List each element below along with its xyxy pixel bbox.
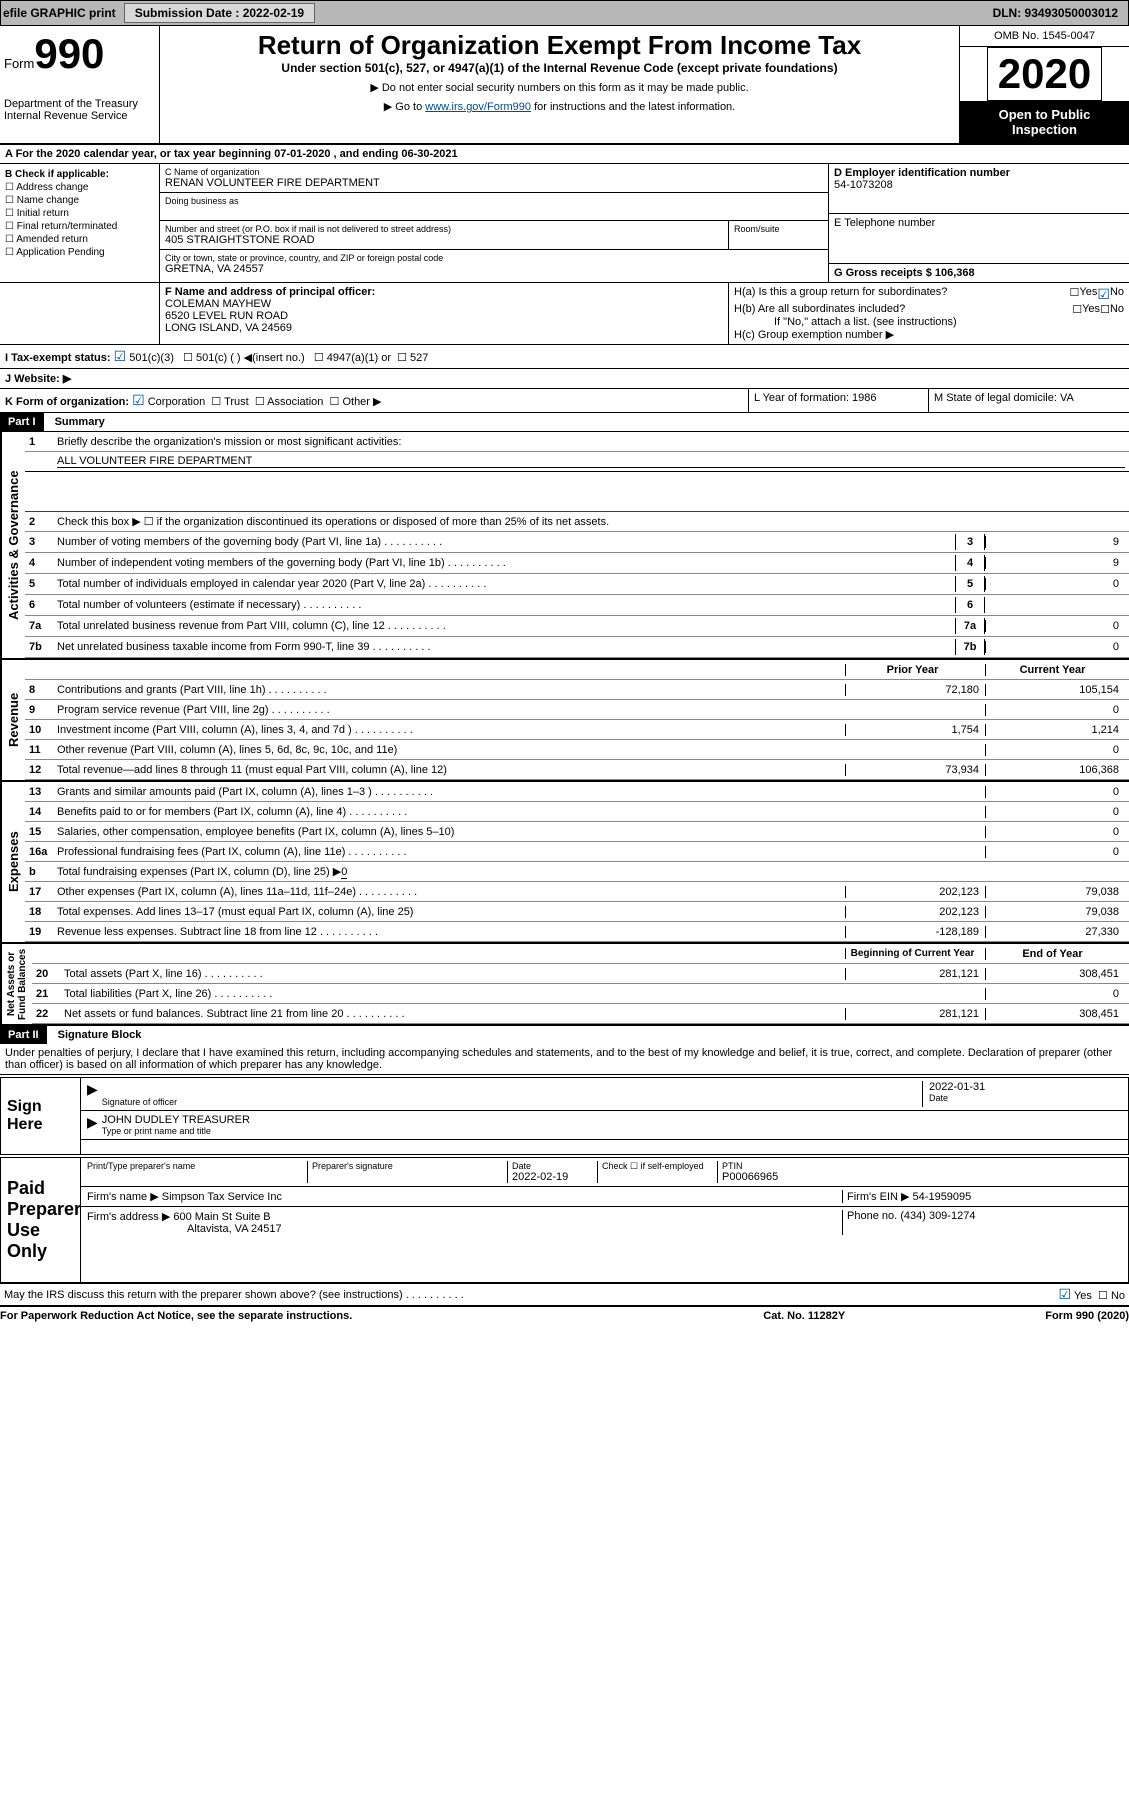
ein-value: 54-1073208 [834, 179, 1124, 191]
rev-8-prior: 72,180 [845, 684, 985, 696]
footer: For Paperwork Reduction Act Notice, see … [0, 1307, 1129, 1325]
check-pending[interactable]: ☐ Application Pending [5, 247, 154, 258]
part2-header: Part II Signature Block [0, 1026, 1129, 1044]
submission-date-button[interactable]: Submission Date : 2022-02-19 [124, 3, 315, 23]
officer-name: COLEMAN MAYHEW [165, 298, 723, 310]
check-final[interactable]: ☐ Final return/terminated [5, 221, 154, 232]
period-line: A For the 2020 calendar year, or tax yea… [0, 145, 1129, 164]
phone-label: E Telephone number [834, 217, 1124, 229]
header-left: Form990 Department of the Treasury Inter… [0, 26, 160, 143]
netassets-block: Net Assets orFund Balances Beginning of … [0, 944, 1129, 1026]
sign-date: 2022-01-31 [929, 1081, 1122, 1093]
check-501c3[interactable]: ☑ [114, 348, 127, 364]
form-subtitle: Under section 501(c), 527, or 4947(a)(1)… [164, 61, 955, 75]
check-corp[interactable]: ☑ [132, 392, 145, 408]
form-title: Return of Organization Exempt From Incom… [164, 30, 955, 61]
ptin-value: P00066965 [722, 1171, 1122, 1183]
expenses-block: Expenses 13Grants and similar amounts pa… [0, 782, 1129, 944]
discuss-line: May the IRS discuss this return with the… [0, 1283, 1129, 1307]
room-label: Room/suite [734, 224, 823, 234]
check-address[interactable]: ☐ Address change [5, 182, 154, 193]
val-7a: 0 [985, 620, 1125, 632]
form-header: Form990 Department of the Treasury Inter… [0, 26, 1129, 145]
section-j: J Website: ▶ [0, 369, 1129, 389]
side-revenue: Revenue [0, 660, 25, 780]
val-7b: 0 [985, 641, 1125, 653]
officer-signature-name: JOHN DUDLEY TREASURER [102, 1114, 1122, 1126]
top-bar: efile GRAPHIC print Submission Date : 20… [0, 0, 1129, 26]
gross-receipts: G Gross receipts $ 106,368 [834, 267, 1124, 279]
officer-addr1: 6520 LEVEL RUN ROAD [165, 310, 723, 322]
arrow-icon: ▶ [87, 1081, 98, 1107]
check-initial[interactable]: ☐ Initial return [5, 208, 154, 219]
part1-header: Part I Summary [0, 413, 1129, 432]
section-bcdefg: B Check if applicable: ☐ Address change … [0, 164, 1129, 283]
activities-governance-block: Activities & Governance 1Briefly describ… [0, 432, 1129, 660]
signature-declaration: Under penalties of perjury, I declare th… [0, 1044, 1129, 1075]
officer-addr2: LONG ISLAND, VA 24569 [165, 322, 723, 334]
ein-label: D Employer identification number [834, 167, 1124, 179]
form-number: Form990 [4, 30, 155, 78]
note-2: ▶ Go to www.irs.gov/Form990 for instruct… [164, 100, 955, 113]
inspection-label: Open to Public Inspection [960, 101, 1129, 143]
section-klm: K Form of organization: ☑ Corporation ☐ … [0, 389, 1129, 413]
omb-number: OMB No. 1545-0047 [960, 26, 1129, 47]
section-fh: F Name and address of principal officer:… [0, 283, 1129, 345]
department-label: Department of the Treasury Internal Reve… [4, 98, 155, 122]
header-mid: Return of Organization Exempt From Incom… [160, 26, 959, 143]
right-info: D Employer identification number 54-1073… [829, 164, 1129, 282]
paid-preparer-block: Paid Preparer Use Only Print/Type prepar… [0, 1157, 1129, 1283]
mission-text: ALL VOLUNTEER FIRE DEPARTMENT [57, 455, 1125, 468]
city-label: City or town, state or province, country… [165, 253, 823, 263]
efile-label: efile GRAPHIC print [3, 6, 116, 20]
dln-label: DLN: 93493050003012 [993, 6, 1118, 20]
rev-8-curr: 105,154 [985, 684, 1125, 696]
firm-ein: Firm's EIN ▶ 54-1959095 [842, 1190, 1122, 1203]
firm-phone: Phone no. (434) 309-1274 [842, 1210, 1122, 1235]
org-name: RENAN VOLUNTEER FIRE DEPARTMENT [165, 177, 823, 189]
form990-link[interactable]: www.irs.gov/Form990 [425, 101, 531, 113]
addr-label: Number and street (or P.O. box if mail i… [165, 224, 723, 234]
check-if-applicable: B Check if applicable: ☐ Address change … [0, 164, 160, 282]
org-name-label: C Name of organization [165, 167, 823, 177]
header-right: OMB No. 1545-0047 2020 Open to Public In… [959, 26, 1129, 143]
h-block: H(a) Is this a group return for subordin… [729, 283, 1129, 344]
sign-here-block: Sign Here ▶ Signature of officer 2022-01… [0, 1077, 1129, 1155]
val-5: 0 [985, 578, 1125, 590]
val-4: 9 [985, 557, 1125, 569]
check-amended[interactable]: ☐ Amended return [5, 234, 154, 245]
org-address: 405 STRAIGHTSTONE ROAD [165, 234, 723, 246]
org-info: C Name of organization RENAN VOLUNTEER F… [160, 164, 829, 282]
state-domicile: M State of legal domicile: VA [929, 389, 1129, 412]
note-1: ▶ Do not enter social security numbers o… [164, 81, 955, 94]
officer-block: F Name and address of principal officer:… [160, 283, 729, 344]
check-discuss-yes[interactable]: ☑ [1059, 1286, 1072, 1302]
section-i: I Tax-exempt status: ☑ 501(c)(3) ☐ 501(c… [0, 345, 1129, 369]
firm-name: Firm's name ▶ Simpson Tax Service Inc [87, 1190, 842, 1203]
dba-label: Doing business as [165, 196, 823, 206]
firm-address: Firm's address ▶ 600 Main St Suite B [87, 1210, 842, 1223]
tax-year: 2020 [987, 47, 1102, 101]
side-expenses: Expenses [0, 782, 25, 942]
check-name[interactable]: ☐ Name change [5, 195, 154, 206]
org-city: GRETNA, VA 24557 [165, 263, 823, 275]
arrow-icon: ▶ [87, 1114, 98, 1136]
revenue-block: Revenue Prior YearCurrent Year 8Contribu… [0, 660, 1129, 782]
year-formation: L Year of formation: 1986 [749, 389, 929, 412]
side-activities: Activities & Governance [0, 432, 25, 658]
side-netassets: Net Assets orFund Balances [0, 944, 32, 1024]
val-3: 9 [985, 536, 1125, 548]
